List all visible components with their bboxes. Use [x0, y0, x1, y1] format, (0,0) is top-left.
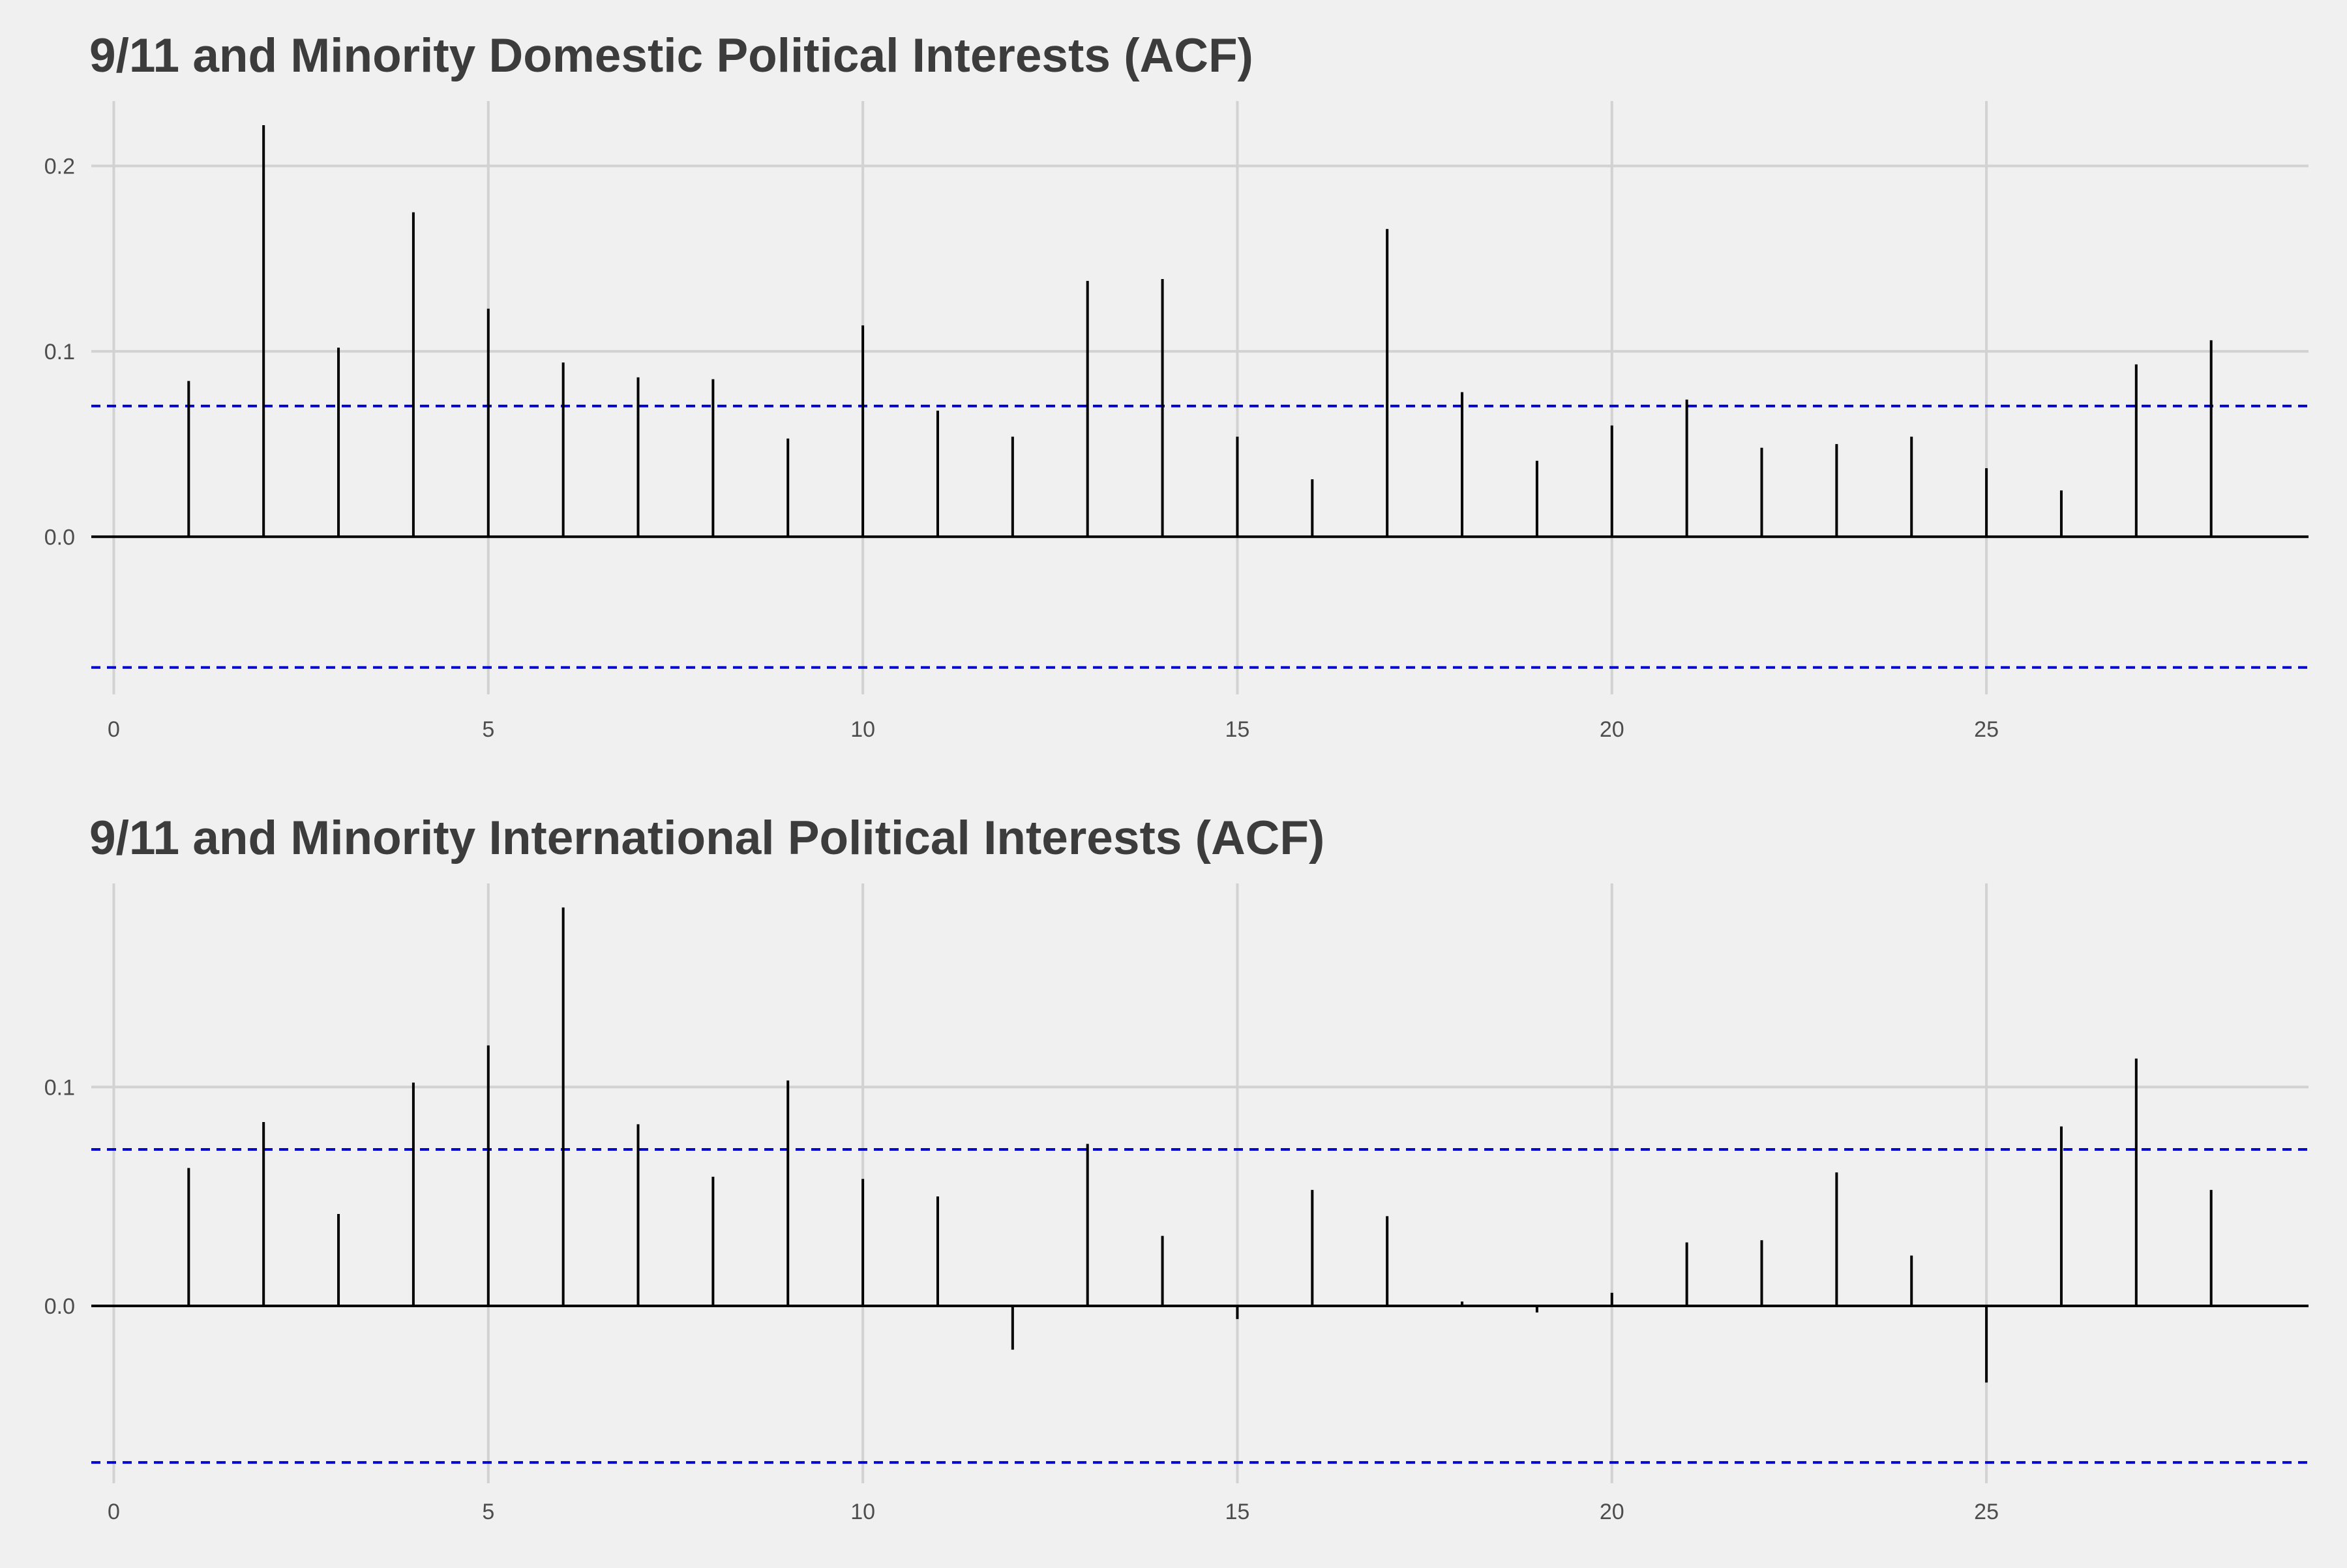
panel-1-x-tick-label: 5	[482, 717, 494, 742]
panel-2-x-tick-label: 10	[850, 1500, 875, 1524]
panel-1-y-tick-label: 0.0	[44, 525, 75, 550]
panel-2-x-tick-label: 20	[1600, 1500, 1624, 1524]
panel-1-x-tick-label: 25	[1974, 717, 1999, 742]
panel-1-chart-title: 9/11 and Minority Domestic Political Int…	[89, 29, 1253, 82]
panel-2-x-tick-label: 5	[482, 1500, 494, 1524]
panel-1-y-tick-label: 0.1	[44, 340, 75, 364]
panel-1-x-tick-label: 15	[1225, 717, 1250, 742]
panel-2-chart-title: 9/11 and Minority International Politica…	[89, 812, 1324, 865]
panel-1-x-tick-label: 0	[108, 717, 120, 742]
panel-2-x-tick-label: 0	[108, 1500, 120, 1524]
panel-1-x-tick-label: 10	[850, 717, 875, 742]
panel-2-y-tick-label: 0.1	[44, 1075, 75, 1100]
panel-1-y-tick-label: 0.2	[44, 155, 75, 179]
panel-2-y-tick-label: 0.0	[44, 1294, 75, 1319]
panel-2-x-tick-label: 25	[1974, 1500, 1999, 1524]
panel-2-x-tick-label: 15	[1225, 1500, 1250, 1524]
panel-1-x-tick-label: 20	[1600, 717, 1624, 742]
